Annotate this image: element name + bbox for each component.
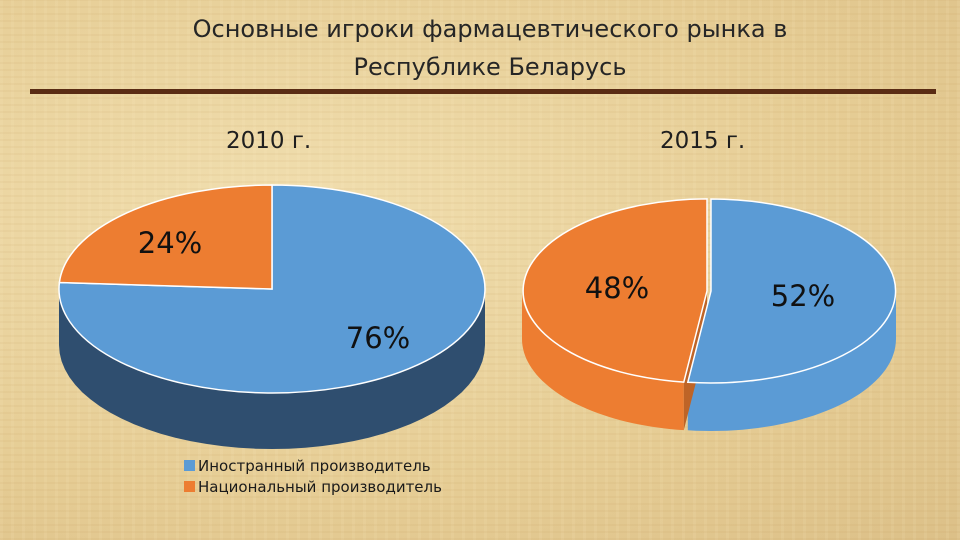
title-line-2: Республике Беларусь (353, 53, 627, 81)
legend-swatch-national (184, 481, 195, 492)
chart-legend: Иностранный производитель Национальный п… (184, 455, 442, 497)
data-label-2010-0: 76% (346, 321, 410, 355)
pie-side-2010-0 (59, 289, 485, 449)
legend-label-national: Национальный производитель (198, 477, 442, 496)
legend-label-foreign: Иностранный производитель (198, 456, 431, 475)
title-divider (30, 89, 936, 94)
pie-slice-2015-0 (686, 198, 897, 384)
pie-side-2015-1 (522, 290, 684, 431)
data-label-2010-1: 24% (138, 226, 202, 260)
data-label-2015-1: 48% (585, 271, 649, 305)
legend-item-foreign: Иностранный производитель (184, 455, 442, 476)
slide-title: Основные игроки фармацевтического рынка … (120, 10, 860, 86)
legend-item-national: Национальный производитель (184, 476, 442, 497)
pie-chart-2015: 52% 48% (522, 198, 897, 431)
chart-2015-title: 2015 г. (660, 128, 746, 154)
legend-swatch-foreign (184, 460, 195, 471)
pie-slice-2010-1 (58, 184, 273, 290)
pie-slice-2010-0 (58, 184, 486, 394)
pie-chart-2010: 76% 24% (58, 184, 486, 449)
data-label-2015-0: 52% (771, 279, 835, 313)
pie-slice-2015-1 (522, 198, 708, 383)
chart-2010-title: 2010 г. (226, 128, 312, 154)
pie-side-2015-0 (687, 291, 896, 431)
title-line-1: Основные игроки фармацевтического рынка … (192, 15, 788, 43)
